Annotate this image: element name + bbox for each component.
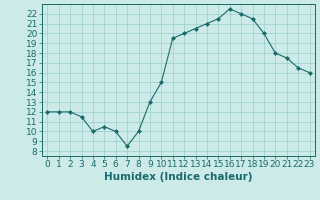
X-axis label: Humidex (Indice chaleur): Humidex (Indice chaleur) xyxy=(104,172,253,182)
